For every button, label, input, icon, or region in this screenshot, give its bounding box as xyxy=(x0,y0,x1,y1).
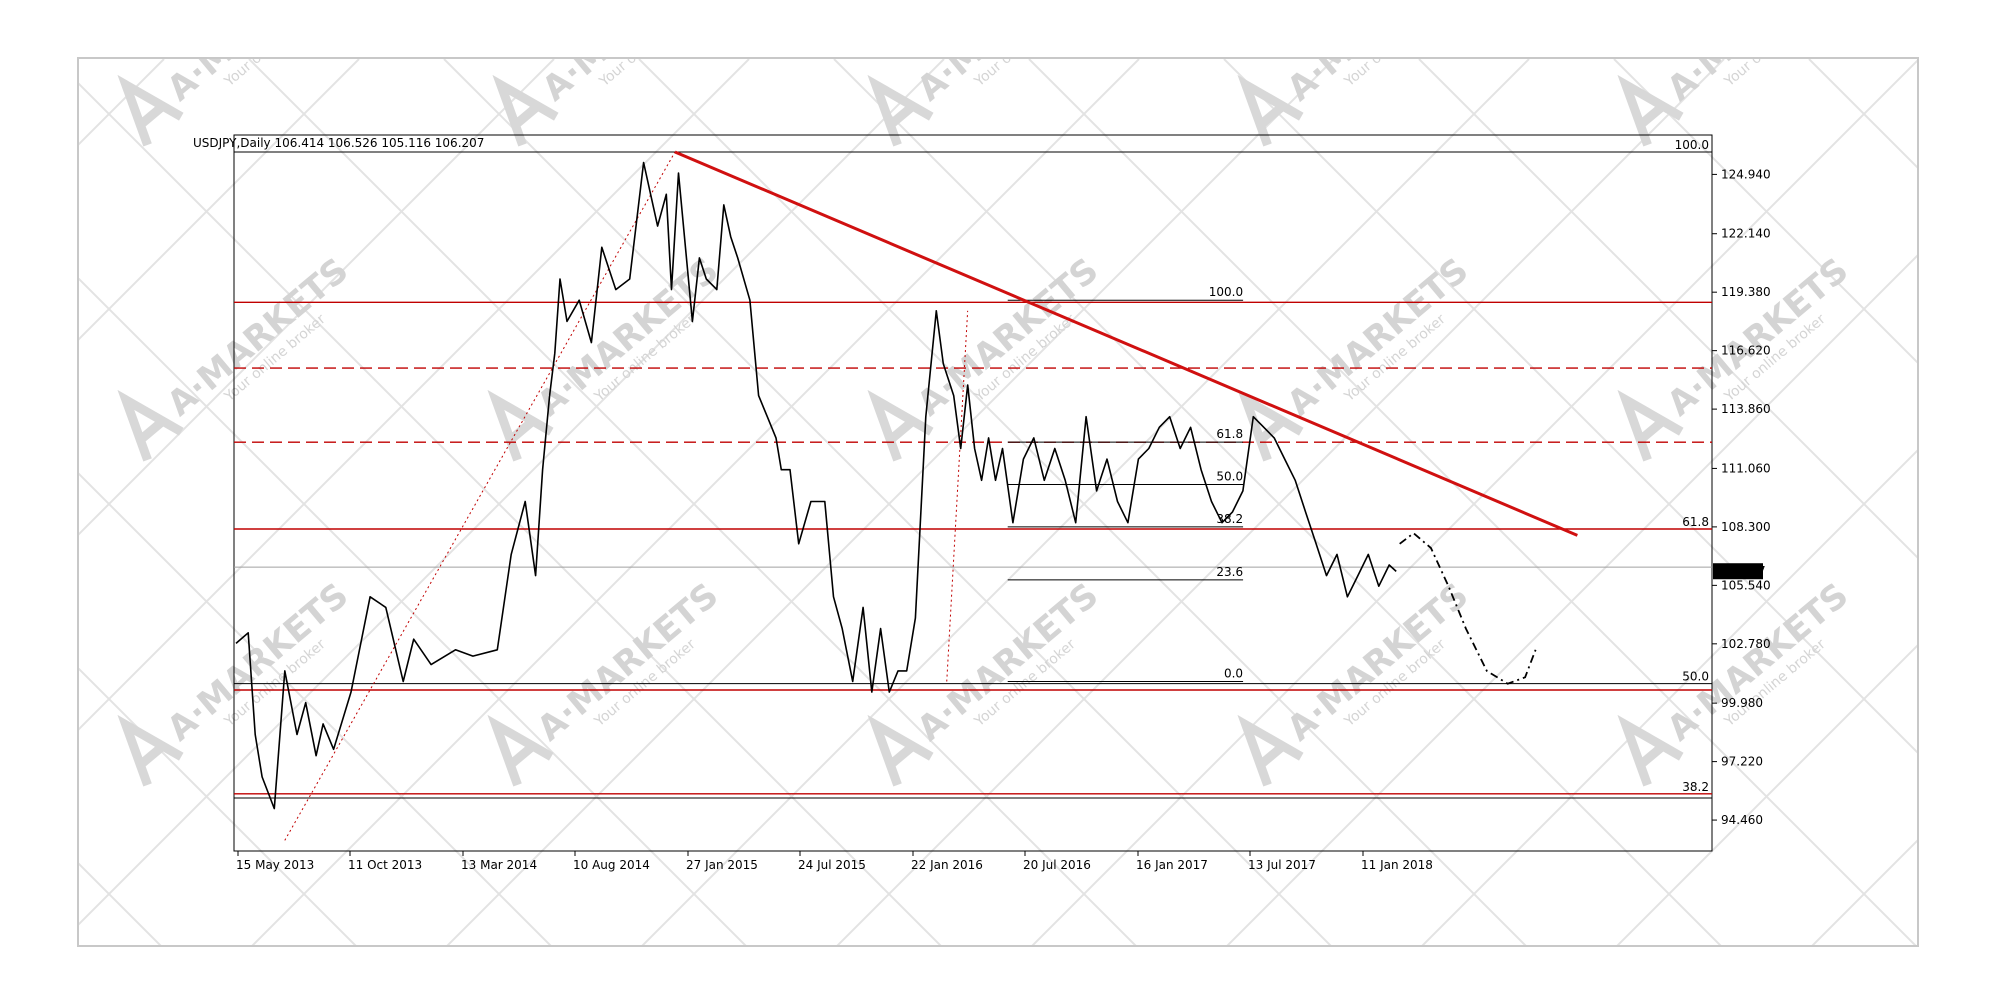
price-series-line xyxy=(235,161,1397,810)
fib-level-label: 0.0 xyxy=(1224,667,1243,681)
watermark-a-icon xyxy=(867,389,934,462)
level-label: 61.8 xyxy=(1682,515,1709,529)
watermark-a-icon xyxy=(492,74,559,147)
lattice-line xyxy=(79,59,750,731)
x-tick-label: 13 Jul 2017 xyxy=(1248,858,1316,872)
lattice-line xyxy=(1613,59,1917,364)
y-tick-label: 108.300 xyxy=(1721,520,1771,534)
level-label: 100.0 xyxy=(1675,138,1709,152)
lattice-line xyxy=(446,59,1335,945)
chart-frame: A·MARKETS Your online broker A·MARKETS Your… xyxy=(77,57,1919,947)
x-tick-label: 20 Jul 2016 xyxy=(1023,858,1091,872)
lattice-line xyxy=(1421,449,1917,945)
x-tick-label: 13 Mar 2014 xyxy=(461,858,537,872)
watermark-a-icon xyxy=(117,389,184,462)
lattice-line xyxy=(1031,59,1917,945)
watermark-a-icon xyxy=(1237,714,1304,787)
x-tick-label: 11 Jan 2018 xyxy=(1361,858,1433,872)
watermark-a-icon xyxy=(1617,389,1684,462)
y-tick-label: 94.460 xyxy=(1721,813,1763,827)
level-label: 50.0 xyxy=(1682,670,1709,684)
fib-level-label: 23.6 xyxy=(1216,565,1243,579)
x-tick-label: 16 Jan 2017 xyxy=(1136,858,1208,872)
x-tick-label: 27 Jan 2015 xyxy=(686,858,758,872)
y-tick-label: 113.860 xyxy=(1721,402,1771,416)
watermark-a-icon xyxy=(1237,389,1304,462)
lattice-line xyxy=(251,59,1140,945)
plot-area xyxy=(233,134,1713,852)
lattice-line xyxy=(79,667,357,945)
current-price-label: 106.207 xyxy=(1716,564,1766,578)
y-tick-label: 97.220 xyxy=(1721,755,1763,769)
lattice-line xyxy=(79,59,360,341)
watermark-a-icon xyxy=(117,714,184,787)
watermark-a-icon xyxy=(1617,714,1684,787)
fib-level-label: 50.0 xyxy=(1216,470,1243,484)
watermark-a-icon xyxy=(487,714,554,787)
current-price-badge xyxy=(1713,563,1763,580)
watermark-a-icon xyxy=(867,74,934,147)
fib-level-label: 100.0 xyxy=(1209,285,1243,299)
watermark-a-icon xyxy=(1617,74,1684,147)
x-tick-label: 10 Aug 2014 xyxy=(573,858,650,872)
x-tick-label: 11 Oct 2013 xyxy=(348,858,422,872)
y-tick-label: 116.620 xyxy=(1721,344,1771,358)
x-tick-label: 24 Jul 2015 xyxy=(798,858,866,872)
fib-level-label: 61.8 xyxy=(1216,427,1243,441)
y-tick-label: 102.780 xyxy=(1721,637,1771,651)
lattice-line xyxy=(79,59,945,926)
watermark-lattice xyxy=(79,59,1917,945)
lattice-line xyxy=(1226,254,1917,945)
lattice-line xyxy=(79,59,555,536)
fib-dotted-line xyxy=(284,151,676,841)
x-tick-label: 22 Jan 2016 xyxy=(911,858,983,872)
x-tick-label: 15 May 2013 xyxy=(236,858,314,872)
watermark-a-icon xyxy=(1237,74,1304,147)
y-tick-label: 119.380 xyxy=(1721,285,1771,299)
level-label: 38.2 xyxy=(1682,780,1709,794)
y-tick-label: 122.140 xyxy=(1721,227,1771,241)
chart-header: USDJPY,Daily 106.414 106.526 105.116 106… xyxy=(193,136,484,150)
watermark-a-icon xyxy=(117,74,184,147)
lattice-line xyxy=(1616,644,1917,945)
lattice-line xyxy=(641,59,1530,945)
fib-dotted-line xyxy=(946,310,969,682)
forecast-path xyxy=(1399,532,1537,685)
y-tick-label: 111.060 xyxy=(1721,461,1771,475)
watermark-a-icon xyxy=(867,714,934,787)
watermark-a-icon xyxy=(487,389,554,462)
lattice-line xyxy=(836,59,1725,945)
y-tick-label: 99.980 xyxy=(1721,696,1763,710)
y-tick-label: 124.940 xyxy=(1721,167,1771,181)
trendline xyxy=(674,150,1578,537)
price-chart[interactable]: USDJPY,Daily 106.414 106.526 105.116 106… xyxy=(79,59,1919,947)
y-tick-label: 105.540 xyxy=(1721,578,1771,592)
